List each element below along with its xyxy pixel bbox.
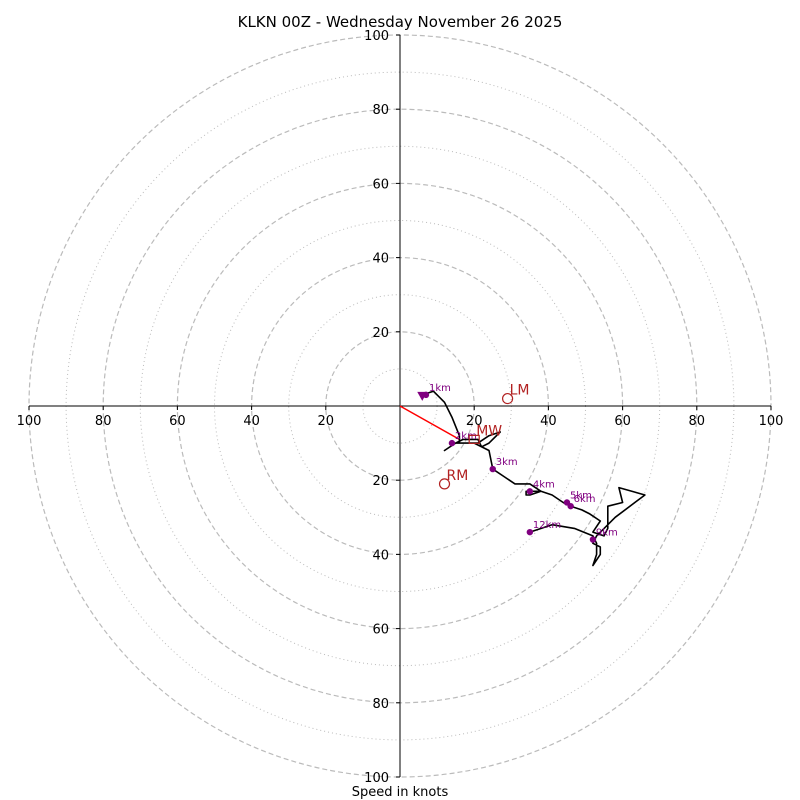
x-tick-label: 60 (614, 414, 631, 429)
marker-MW-square (468, 434, 480, 444)
x-tick-label: 100 (17, 414, 42, 429)
height-point-3km (489, 465, 496, 473)
x-tick-label: 20 (318, 414, 335, 429)
height-point-1km (422, 391, 430, 399)
x-tick-label: 40 (540, 414, 557, 429)
chart-title: KLKN 00Z - Wednesday November 26 2025 (238, 13, 563, 31)
y-tick-label: 100 (364, 29, 389, 44)
height-point-4km (526, 488, 534, 495)
wind-trace (399, 390, 646, 567)
height-label-4km: 4km (533, 479, 555, 490)
x-tick-label: 100 (759, 414, 784, 429)
height-label-1km: 1km (429, 383, 451, 394)
x-tick-label: 80 (689, 414, 706, 429)
y-tick-label: 20 (372, 326, 389, 341)
height-label-2km: 2km (455, 431, 477, 442)
axis-ticks: 100 80 60 40 20 20 40 60 80 100 100 80 60 40 20 20 40 60 8… (17, 29, 784, 786)
x-tick-label: 60 (169, 414, 186, 429)
y-tick-label: 60 (372, 177, 389, 192)
shear-vector-line (399, 405, 460, 441)
height-label-5km: 5km (570, 490, 592, 501)
x-axis-label: Speed in knots (352, 785, 449, 800)
x-tick-label: 20 (466, 414, 483, 429)
height-label-6km: 6km (574, 494, 596, 505)
marker-MW-label: MW (476, 423, 502, 439)
height-label-9km: 9km (596, 528, 618, 539)
y-tick-label: 80 (372, 103, 389, 118)
x-tick-label: 80 (95, 414, 112, 429)
height-point-12km (526, 528, 534, 536)
x-tick-label: 40 (243, 414, 260, 429)
height-label-12km: 12km (533, 520, 561, 531)
height-label-3km: 3km (496, 457, 518, 468)
height-point-2km (448, 439, 456, 447)
marker-LM-circle (501, 392, 514, 405)
y-tick-label: 100 (364, 771, 389, 786)
marker-RM-label: RM (447, 468, 469, 484)
y-tick-label: 60 (372, 623, 389, 638)
y-tick-label: 80 (372, 697, 389, 712)
storm-motion-markers: LM RM MW (438, 383, 530, 490)
wind-trace-line (422, 390, 646, 567)
y-tick-label: 40 (372, 252, 389, 267)
marker-LM-label: LM (510, 383, 530, 399)
height-point-9km (589, 536, 597, 543)
y-tick-label: 40 (372, 548, 389, 563)
y-tick-label: 20 (372, 474, 389, 489)
marker-RM-circle (438, 478, 451, 490)
height-point-6km (567, 502, 574, 510)
